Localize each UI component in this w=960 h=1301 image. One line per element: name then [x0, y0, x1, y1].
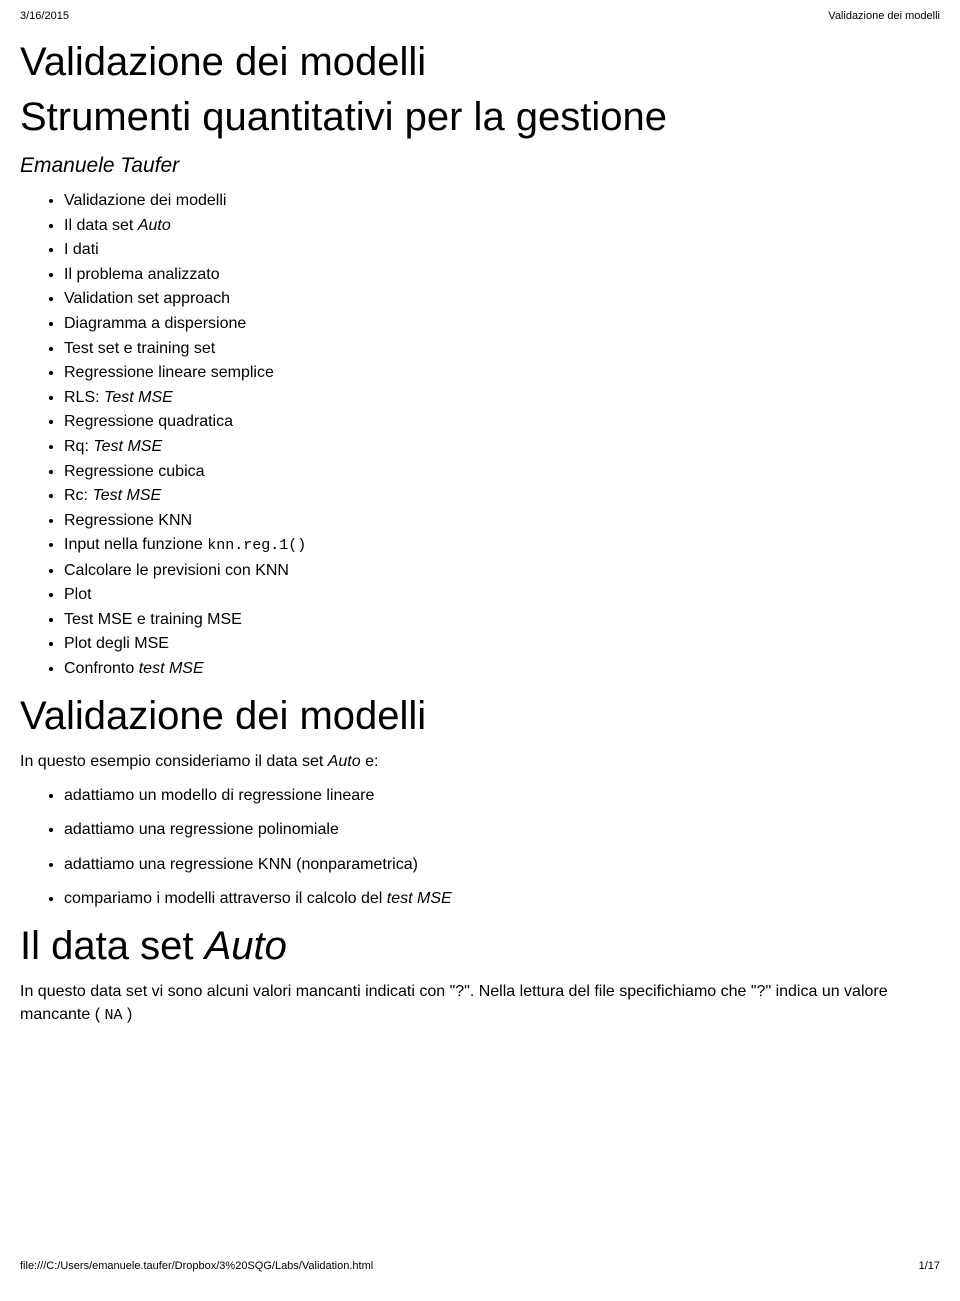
header-date: 3/16/2015	[20, 10, 69, 22]
toc-item[interactable]: Regressione KNN	[64, 510, 940, 532]
page-content: 3/16/2015 Validazione dei modelli Valida…	[0, 0, 960, 1260]
document-subtitle: Strumenti quantitativi per la gestione	[20, 95, 940, 140]
toc-item[interactable]: Rc: Test MSE	[64, 485, 940, 507]
toc-item[interactable]: Test set e training set	[64, 338, 940, 360]
section-validation-heading: Validazione dei modelli	[20, 694, 940, 739]
toc-item[interactable]: Test MSE e training MSE	[64, 609, 940, 631]
toc-item[interactable]: Plot	[64, 584, 940, 606]
toc-item[interactable]: Regressione quadratica	[64, 411, 940, 433]
toc-item[interactable]: Regressione cubica	[64, 461, 940, 483]
toc-item[interactable]: Confronto test MSE	[64, 658, 940, 680]
author-name: Emanuele Taufer	[20, 154, 940, 178]
section-dataset-heading: Il data set Auto	[20, 924, 940, 969]
toc-item[interactable]: Diagramma a dispersione	[64, 313, 940, 335]
document-title: Validazione dei modelli	[20, 40, 940, 85]
print-footer: file:///C:/Users/emanuele.taufer/Dropbox…	[0, 1260, 960, 1280]
toc-item[interactable]: I dati	[64, 239, 940, 261]
toc-item[interactable]: Validazione dei modelli	[64, 190, 940, 212]
print-header: 3/16/2015 Validazione dei modelli	[20, 10, 940, 22]
section-validation-intro: In questo esempio consideriamo il data s…	[20, 751, 940, 773]
toc-item[interactable]: Calcolare le previsioni con KNN	[64, 560, 940, 582]
table-of-contents: Validazione dei modelliIl data set AutoI…	[20, 190, 940, 680]
list-item: adattiamo una regressione polinomiale	[64, 819, 940, 841]
toc-item[interactable]: RLS: Test MSE	[64, 387, 940, 409]
toc-item[interactable]: Validation set approach	[64, 288, 940, 310]
header-title: Validazione dei modelli	[828, 10, 940, 22]
toc-item[interactable]: Input nella funzione knn.reg.1()	[64, 534, 940, 556]
list-item: adattiamo un modello di regressione line…	[64, 785, 940, 807]
toc-item[interactable]: Plot degli MSE	[64, 633, 940, 655]
toc-item[interactable]: Rq: Test MSE	[64, 436, 940, 458]
list-item: compariamo i modelli attraverso il calco…	[64, 888, 940, 910]
section-validation-list: adattiamo un modello di regressione line…	[20, 785, 940, 911]
toc-item[interactable]: Regressione lineare semplice	[64, 362, 940, 384]
toc-item[interactable]: Il data set Auto	[64, 215, 940, 237]
footer-path: file:///C:/Users/emanuele.taufer/Dropbox…	[20, 1260, 373, 1272]
footer-page: 1/17	[919, 1260, 940, 1272]
list-item: adattiamo una regressione KNN (nonparame…	[64, 854, 940, 876]
section-dataset-paragraph: In questo data set vi sono alcuni valori…	[20, 981, 940, 1026]
toc-item[interactable]: Il problema analizzato	[64, 264, 940, 286]
